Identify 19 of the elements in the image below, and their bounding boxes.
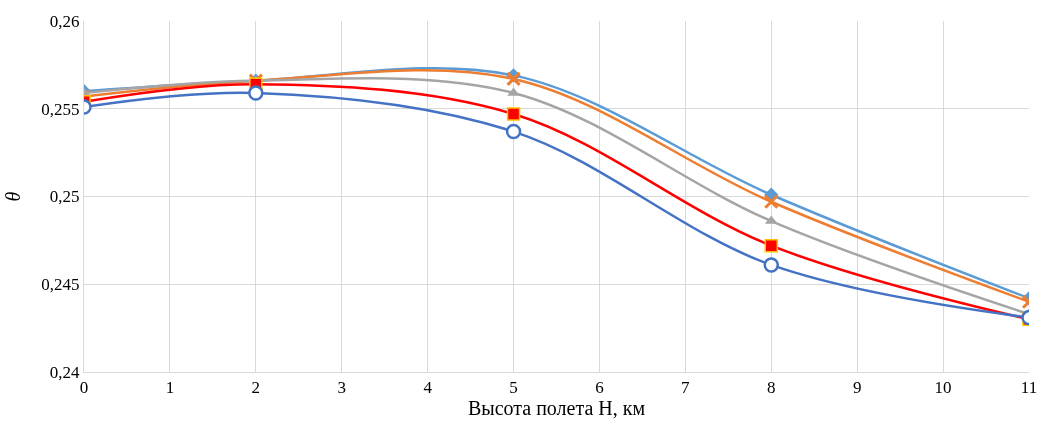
y-axis-title: θ	[1, 191, 24, 202]
y-tick-label: 0,24	[49, 362, 81, 382]
x-tick-label: 1	[165, 378, 175, 398]
x-tick-label: 9	[852, 378, 862, 398]
x-tick-label: 7	[681, 378, 691, 398]
x-tick-label: 10	[934, 378, 952, 398]
x-tick-label: 5	[509, 378, 518, 398]
x-tick-label: 0	[79, 378, 89, 398]
y-tick-label: 0,26	[49, 11, 80, 31]
x-tick-label: 4	[423, 378, 433, 398]
x-tick-label: 6	[595, 378, 604, 398]
y-tick-label: 0,25	[49, 187, 80, 207]
x-axis-title: Высота полета H, км	[467, 397, 646, 420]
y-tick-label: 0,245	[41, 275, 80, 295]
x-tick-label: 2	[251, 378, 261, 398]
x-tick-label: 8	[767, 378, 776, 398]
y-tick-label: 0,255	[41, 99, 80, 119]
x-tick-label: 11	[1020, 378, 1038, 398]
x-tick-label: 3	[337, 378, 346, 398]
